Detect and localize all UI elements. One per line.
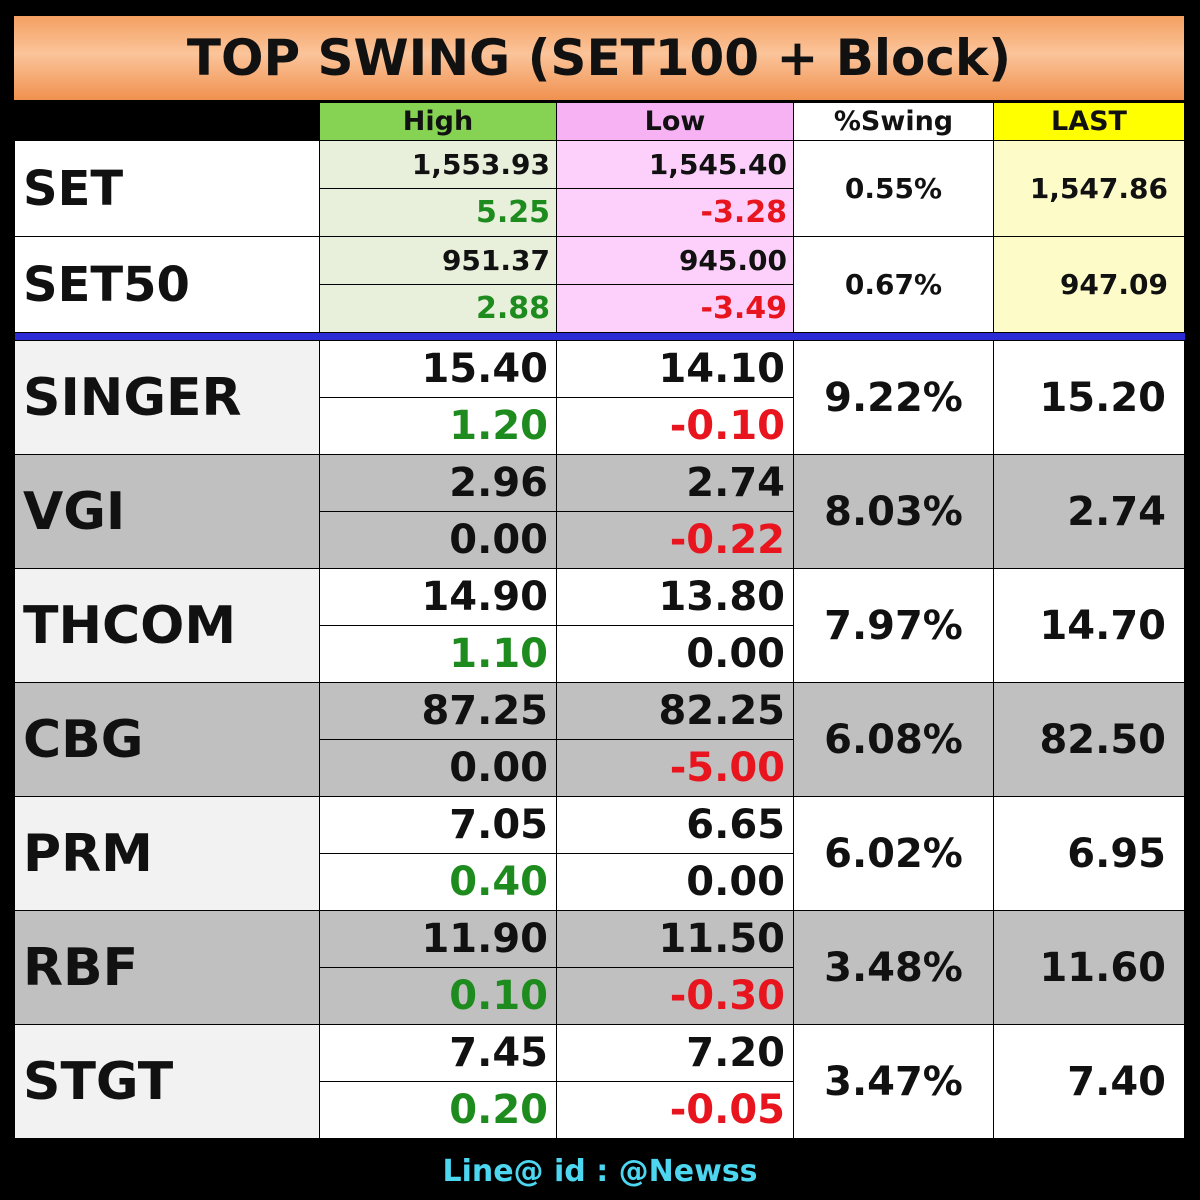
swing-percent: 6.02% xyxy=(793,796,994,911)
high-value: 951.37 xyxy=(319,236,557,285)
swing-percent: 3.48% xyxy=(793,910,994,1025)
stock-row-change: 1.20 -0.10 xyxy=(15,397,1185,455)
low-change: 0.00 xyxy=(556,625,794,683)
low-change: -0.22 xyxy=(556,511,794,569)
low-value: 6.65 xyxy=(556,796,794,854)
high-value: 1,553.93 xyxy=(319,140,557,189)
swing-percent: 3.47% xyxy=(793,1024,994,1139)
high-value: 87.25 xyxy=(319,682,557,740)
stock-name: THCOM xyxy=(14,568,320,683)
stock-name: STGT xyxy=(14,1024,320,1139)
stock-name: VGI xyxy=(14,454,320,569)
index-row: SET50 951.37 945.00 0.67% 947.09 xyxy=(14,236,1185,333)
high-value: 7.45 xyxy=(319,1024,557,1082)
stock-row: STGT 7.45 7.20 3.47% 7.40 xyxy=(14,1024,1185,1139)
low-value: 13.80 xyxy=(556,568,794,626)
stock-row: VGI 2.96 2.74 8.03% 2.74 xyxy=(14,454,1185,569)
last-price: 7.40 xyxy=(993,1024,1185,1139)
last-price: 6.95 xyxy=(993,796,1185,911)
separator-row xyxy=(14,332,1185,341)
header-high: High xyxy=(319,102,557,141)
header-low: Low xyxy=(556,102,794,141)
low-value: 11.50 xyxy=(556,910,794,968)
high-value: 14.90 xyxy=(319,568,557,626)
index-row-change: 2.88 -3.49 xyxy=(15,284,1185,333)
header-blank xyxy=(14,102,320,141)
index-row-change: 5.25 -3.28 xyxy=(15,188,1185,237)
high-change: 0.40 xyxy=(319,853,557,911)
last-price: 1,547.86 xyxy=(993,140,1185,237)
low-change: -3.28 xyxy=(556,188,794,237)
stock-row-change: 1.10 0.00 xyxy=(15,625,1185,683)
stock-name: CBG xyxy=(14,682,320,797)
swing-percent: 0.55% xyxy=(793,140,994,237)
last-price: 82.50 xyxy=(993,682,1185,797)
low-change: -5.00 xyxy=(556,739,794,797)
low-change: -0.05 xyxy=(556,1081,794,1139)
high-change: 0.10 xyxy=(319,967,557,1025)
high-change: 1.20 xyxy=(319,397,557,455)
stock-row: CBG 87.25 82.25 6.08% 82.50 xyxy=(14,682,1185,797)
header-swing: %Swing xyxy=(793,102,994,141)
high-change: 0.00 xyxy=(319,511,557,569)
low-value: 82.25 xyxy=(556,682,794,740)
high-value: 11.90 xyxy=(319,910,557,968)
stock-row: RBF 11.90 11.50 3.48% 11.60 xyxy=(14,910,1185,1025)
index-name: SET50 xyxy=(14,236,320,333)
high-change: 1.10 xyxy=(319,625,557,683)
low-value: 1,545.40 xyxy=(556,140,794,189)
high-change: 5.25 xyxy=(319,188,557,237)
high-value: 7.05 xyxy=(319,796,557,854)
stock-name: SINGER xyxy=(14,340,320,455)
swing-table: High Low %Swing LAST SET 1,553.93 1,545.40… xyxy=(14,102,1185,1139)
low-value: 14.10 xyxy=(556,340,794,398)
low-change: 0.00 xyxy=(556,853,794,911)
stock-row: SINGER 15.40 14.10 9.22% 15.20 xyxy=(14,340,1185,455)
low-change: -0.10 xyxy=(556,397,794,455)
header-row: High Low %Swing LAST xyxy=(14,102,1185,141)
index-name: SET xyxy=(14,140,320,237)
high-value: 15.40 xyxy=(319,340,557,398)
stock-row-change: 0.20 -0.05 xyxy=(15,1081,1185,1139)
last-price: 2.74 xyxy=(993,454,1185,569)
footer-line-id: Line@ id : @Newss xyxy=(442,1153,758,1189)
low-value: 945.00 xyxy=(556,236,794,285)
header-last: LAST xyxy=(993,102,1185,141)
swing-percent: 6.08% xyxy=(793,682,994,797)
index-row: SET 1,553.93 1,545.40 0.55% 1,547.86 xyxy=(14,140,1185,237)
last-price: 947.09 xyxy=(993,236,1185,333)
swing-percent: 7.97% xyxy=(793,568,994,683)
stock-row: PRM 7.05 6.65 6.02% 6.95 xyxy=(14,796,1185,911)
high-change: 0.20 xyxy=(319,1081,557,1139)
stock-row-change: 0.40 0.00 xyxy=(15,853,1185,911)
stock-row-change: 0.00 -0.22 xyxy=(15,511,1185,569)
stock-row: THCOM 14.90 13.80 7.97% 14.70 xyxy=(14,568,1185,683)
swing-percent: 9.22% xyxy=(793,340,994,455)
low-change: -0.30 xyxy=(556,967,794,1025)
last-price: 11.60 xyxy=(993,910,1185,1025)
high-change: 0.00 xyxy=(319,739,557,797)
stock-name: RBF xyxy=(14,910,320,1025)
last-price: 14.70 xyxy=(993,568,1185,683)
high-value: 2.96 xyxy=(319,454,557,512)
stock-row-change: 0.00 -5.00 xyxy=(15,739,1185,797)
swing-percent: 0.67% xyxy=(793,236,994,333)
swing-percent: 8.03% xyxy=(793,454,994,569)
blue-separator xyxy=(14,332,1185,341)
stock-row-change: 0.10 -0.30 xyxy=(15,967,1185,1025)
low-value: 2.74 xyxy=(556,454,794,512)
last-price: 15.20 xyxy=(993,340,1185,455)
page-title: TOP SWING (SET100 + Block) xyxy=(14,16,1184,100)
low-value: 7.20 xyxy=(556,1024,794,1082)
high-change: 2.88 xyxy=(319,284,557,333)
stock-name: PRM xyxy=(14,796,320,911)
low-change: -3.49 xyxy=(556,284,794,333)
